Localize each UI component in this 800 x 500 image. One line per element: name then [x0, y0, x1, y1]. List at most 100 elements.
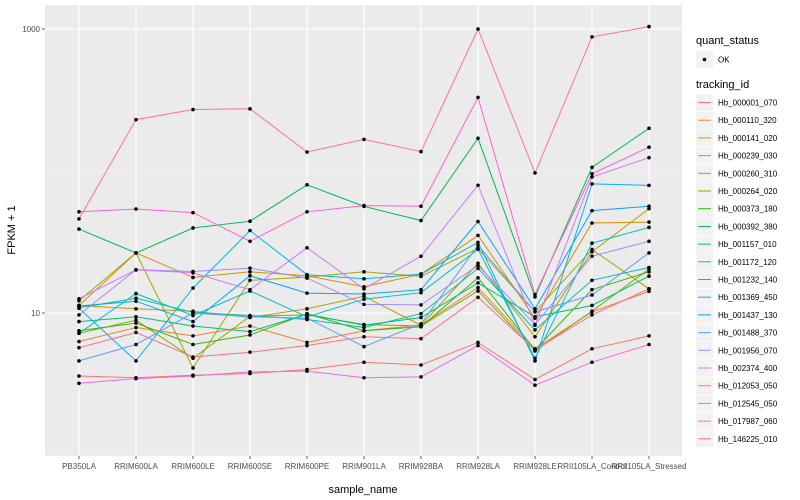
data-point-Hb_000001_070	[362, 360, 366, 365]
data-point-Hb_001172_120	[419, 311, 423, 316]
data-point-Hb_001172_120	[476, 266, 480, 271]
data-point-Hb_001369_450	[248, 228, 252, 233]
data-point-Hb_012545_050	[476, 95, 480, 100]
x-tick-label: RRIM928LE	[513, 462, 557, 471]
legend-label-Hb_012545_050: Hb_012545_050	[718, 399, 778, 408]
data-point-Hb_001437_130	[248, 273, 252, 278]
legend-label-Hb_000141_020: Hb_000141_020	[718, 134, 778, 143]
data-point-Hb_002374_400	[419, 254, 423, 259]
y-tick-label: 1000	[22, 25, 40, 34]
data-point-Hb_012545_050	[419, 204, 423, 209]
data-point-Hb_001369_450	[533, 359, 537, 363]
legend-point-icon	[702, 57, 707, 62]
data-point-Hb_001956_070	[305, 276, 309, 280]
data-point-Hb_000392_380	[134, 251, 138, 255]
data-point-Hb_001488_370	[77, 359, 81, 363]
legend-label-Hb_001232_140: Hb_001232_140	[718, 276, 778, 285]
data-point-Hb_001956_070	[647, 239, 651, 244]
legend-label-Hb_001488_370: Hb_001488_370	[718, 329, 778, 338]
data-point-Hb_017987_060	[533, 171, 537, 175]
legend-label-Hb_000264_020: Hb_000264_020	[718, 187, 778, 196]
legend: quant_status OK tracking_id Hb_000001_070 Hb…	[696, 35, 778, 448]
data-point-Hb_146225_010	[77, 345, 81, 350]
data-point-Hb_000110_320	[77, 339, 81, 344]
data-point-Hb_001369_450	[305, 272, 309, 277]
data-point-Hb_012053_050	[590, 360, 594, 365]
data-point-Hb_001488_370	[533, 309, 537, 314]
data-point-Hb_001232_140	[191, 313, 195, 318]
data-point-Hb_001437_130	[590, 208, 594, 213]
y-tick-label: 10	[31, 309, 40, 318]
data-point-Hb_001157_010	[590, 303, 594, 308]
data-point-Hb_012053_050	[134, 376, 138, 381]
x-tick-label: RRIM928BA	[399, 462, 444, 471]
data-points	[77, 24, 651, 388]
x-tick-label: PB350LA	[62, 462, 96, 471]
data-point-Hb_001437_130	[191, 319, 195, 324]
data-point-Hb_001488_370	[647, 251, 651, 255]
data-point-Hb_146225_010	[476, 295, 480, 300]
data-point-Hb_017987_060	[191, 107, 195, 112]
data-point-Hb_000110_320	[191, 334, 195, 338]
data-point-Hb_001956_070	[362, 302, 366, 307]
data-point-Hb_000373_180	[362, 328, 366, 333]
data-point-Hb_000264_020	[590, 309, 594, 313]
x-tick-label: RRIM901LA	[342, 462, 386, 471]
data-point-Hb_001232_140	[134, 291, 138, 296]
data-point-Hb_000373_180	[647, 270, 651, 274]
data-point-Hb_000001_070	[533, 377, 537, 382]
data-point-Hb_002374_400	[647, 155, 651, 160]
legend-label-Hb_000110_320: Hb_000110_320	[718, 116, 777, 125]
data-point-Hb_000110_320	[647, 289, 651, 294]
data-point-Hb_002374_400	[248, 287, 252, 292]
data-point-Hb_000373_180	[77, 328, 81, 333]
data-point-Hb_001232_140	[476, 247, 480, 252]
data-point-Hb_000373_180	[191, 342, 195, 347]
legend-label-Hb_000392_380: Hb_000392_380	[718, 222, 778, 231]
data-point-Hb_000392_380	[476, 136, 480, 141]
legend-label-Hb_001369_450: Hb_001369_450	[718, 293, 778, 302]
data-point-Hb_001232_140	[419, 290, 423, 295]
data-point-Hb_001437_130	[362, 292, 366, 296]
data-point-Hb_002374_400	[134, 268, 138, 272]
data-point-Hb_146225_010	[590, 313, 594, 317]
data-point-Hb_001157_010	[134, 315, 138, 319]
data-point-Hb_001157_010	[533, 315, 537, 319]
data-point-Hb_012053_050	[362, 375, 366, 380]
data-point-Hb_000392_380	[248, 219, 252, 224]
data-point-Hb_001369_450	[191, 286, 195, 290]
data-point-Hb_017987_060	[77, 217, 81, 221]
data-point-Hb_012053_050	[533, 383, 537, 388]
data-point-Hb_146225_010	[191, 355, 195, 359]
data-point-Hb_001956_070	[476, 263, 480, 268]
legend-label-Hb_000373_180: Hb_000373_180	[718, 205, 778, 214]
data-point-Hb_000373_180	[590, 287, 594, 292]
data-point-Hb_146225_010	[362, 334, 366, 339]
data-point-Hb_000392_380	[191, 226, 195, 230]
data-point-Hb_146225_010	[248, 350, 252, 354]
data-point-Hb_012053_050	[647, 342, 651, 347]
data-point-Hb_000239_030	[134, 307, 138, 311]
y-axis: 10 1000	[22, 25, 45, 318]
data-point-Hb_000373_180	[476, 275, 480, 280]
data-point-Hb_001488_370	[419, 321, 423, 326]
data-point-Hb_017987_060	[134, 117, 138, 122]
data-point-Hb_012545_050	[305, 210, 309, 214]
data-point-Hb_000260_310	[362, 270, 366, 274]
data-point-Hb_000264_020	[476, 289, 480, 293]
data-point-Hb_012545_050	[590, 172, 594, 176]
legend-title-tracking-id: tracking_id	[696, 79, 749, 91]
data-point-Hb_017987_060	[305, 150, 309, 154]
legend-label-Hb_001172_120: Hb_001172_120	[718, 258, 777, 267]
data-point-Hb_012545_050	[248, 239, 252, 244]
data-point-Hb_000373_180	[248, 333, 252, 337]
data-point-Hb_000392_380	[77, 227, 81, 231]
data-point-Hb_000392_380	[305, 182, 309, 187]
data-point-Hb_001437_130	[305, 291, 309, 295]
data-point-Hb_001437_130	[419, 287, 423, 292]
x-tick-label: RRII105LA_Stressed	[611, 462, 686, 471]
data-point-Hb_001488_370	[305, 316, 309, 320]
data-point-Hb_146225_010	[419, 336, 423, 341]
data-point-Hb_001956_070	[77, 313, 81, 317]
data-point-Hb_001369_450	[419, 272, 423, 276]
